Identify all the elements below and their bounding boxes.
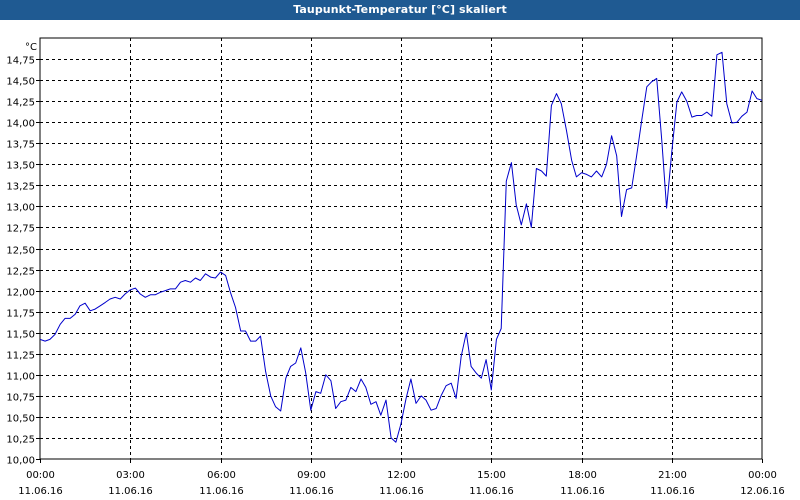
- x-tick-date-label: 11.06.16: [650, 486, 695, 497]
- y-tick-label: 13,75: [6, 140, 35, 151]
- x-tick-time-label: 21:00: [658, 470, 687, 481]
- y-tick-label: 10,25: [6, 435, 35, 446]
- y-tick-label: 11,75: [6, 309, 35, 320]
- y-tick-label: 10,75: [6, 393, 35, 404]
- y-tick-label: 11,50: [6, 330, 35, 341]
- x-tick-date-label: 11.06.16: [199, 486, 244, 497]
- x-tick-date-label: 11.06.16: [18, 486, 63, 497]
- x-tick-date-label: 12.06.16: [740, 486, 785, 497]
- x-tick-time-label: 03:00: [116, 470, 145, 481]
- y-tick-label: 12,75: [6, 224, 35, 235]
- x-tick-time-label: 09:00: [297, 470, 326, 481]
- x-tick-date-label: 11.06.16: [108, 486, 153, 497]
- y-tick-label: 12,50: [6, 246, 35, 257]
- x-tick-time-label: 15:00: [477, 470, 506, 481]
- y-tick-label: 12,00: [6, 288, 35, 299]
- y-tick-label: 13,00: [6, 203, 35, 214]
- x-tick-date-label: 11.06.16: [379, 486, 424, 497]
- x-tick-date-label: 11.06.16: [469, 486, 514, 497]
- dewpoint-series-line: [39, 51, 763, 443]
- x-tick-date-label: 11.06.16: [560, 486, 605, 497]
- y-tick-label: 12,25: [6, 267, 35, 278]
- chart-title: Taupunkt-Temperatur [°C] skaliert: [0, 0, 800, 20]
- y-tick-label: 13,50: [6, 161, 35, 172]
- x-tick-date-label: 11.06.16: [289, 486, 334, 497]
- x-tick-time-label: 06:00: [207, 470, 236, 481]
- x-tick-time-label: 00:00: [26, 470, 55, 481]
- x-tick-time-label: 00:00: [748, 470, 777, 481]
- y-tick-label: 10,50: [6, 414, 35, 425]
- y-tick-label: 10,00: [6, 456, 35, 467]
- y-tick-label: 14,00: [6, 119, 35, 130]
- y-axis-unit-label: °C: [25, 42, 37, 53]
- y-tick-label: 11,00: [6, 372, 35, 383]
- y-tick-label: 14,75: [6, 56, 35, 67]
- y-tick-label: 14,25: [6, 98, 35, 109]
- y-tick-label: 11,25: [6, 351, 35, 362]
- x-tick-time-label: 12:00: [387, 470, 416, 481]
- y-tick-label: 13,25: [6, 182, 35, 193]
- y-tick-label: 14,50: [6, 77, 35, 88]
- x-tick-time-label: 18:00: [568, 470, 597, 481]
